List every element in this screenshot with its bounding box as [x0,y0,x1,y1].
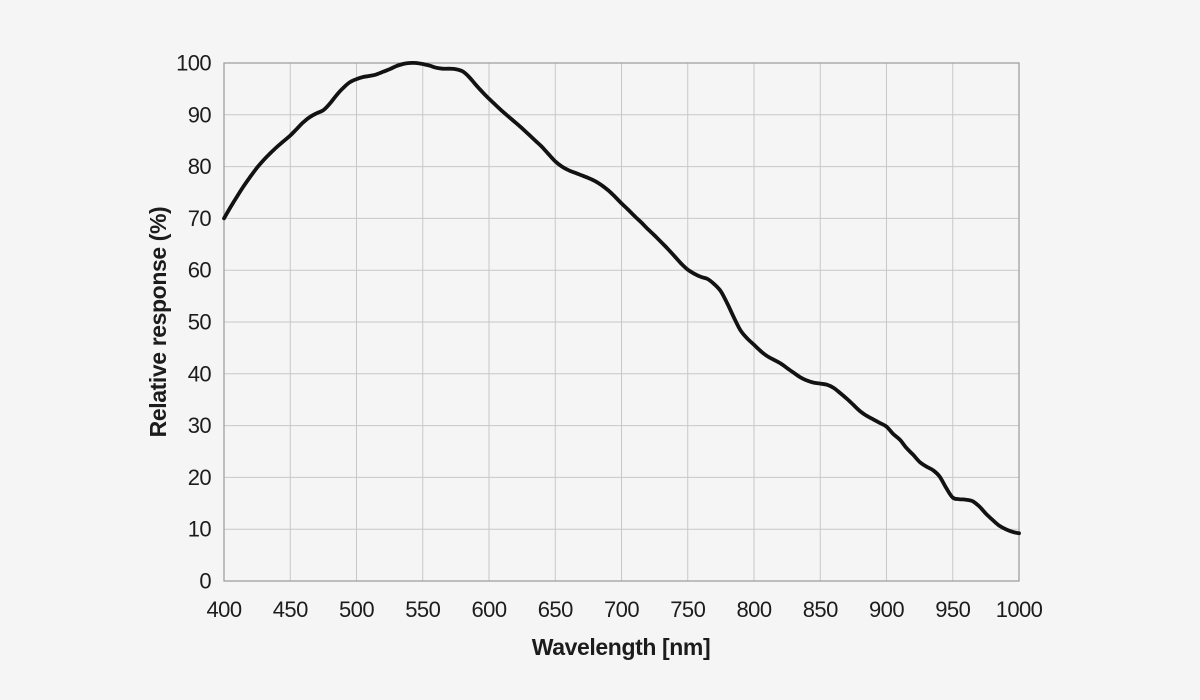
y-tick-label: 0 [199,569,211,594]
y-tick-label: 60 [188,258,212,283]
y-axis-title: Relative response (%) [145,207,171,438]
x-tick-label: 950 [935,597,970,622]
y-tick-label: 100 [176,51,211,76]
x-tick-label: 550 [405,597,440,622]
response-curve [222,60,1021,536]
x-tick-label: 750 [670,597,705,622]
y-tick-label: 20 [188,465,212,490]
y-tick-label: 30 [188,413,212,438]
y-tick-label: 90 [188,102,212,127]
x-tick-label: 800 [737,597,772,622]
x-tick-label: 850 [803,597,838,622]
x-tick-label: 450 [273,597,308,622]
x-tick-label: 500 [339,597,374,622]
grid-lines [223,62,1020,582]
y-tick-label: 70 [188,206,212,231]
y-tick-label: 10 [188,517,212,542]
y-tick-label: 50 [188,310,212,335]
x-tick-label: 400 [207,597,242,622]
x-axis-tick-labels: 400 450 500 550 600 650 700 750 800 850 900 950 1000 [207,597,1044,622]
x-tick-label: 650 [538,597,573,622]
y-tick-label: 80 [188,154,212,179]
x-tick-label: 700 [604,597,639,622]
plot-border [223,62,1020,582]
y-tick-label: 40 [188,361,212,386]
y-axis-tick-labels: 0 10 20 30 40 50 60 70 80 90 100 [176,51,212,594]
x-tick-label: 900 [869,597,904,622]
x-tick-label: 1000 [996,597,1043,622]
x-tick-label: 600 [472,597,507,622]
x-axis-title: Wavelength [nm] [532,634,710,660]
